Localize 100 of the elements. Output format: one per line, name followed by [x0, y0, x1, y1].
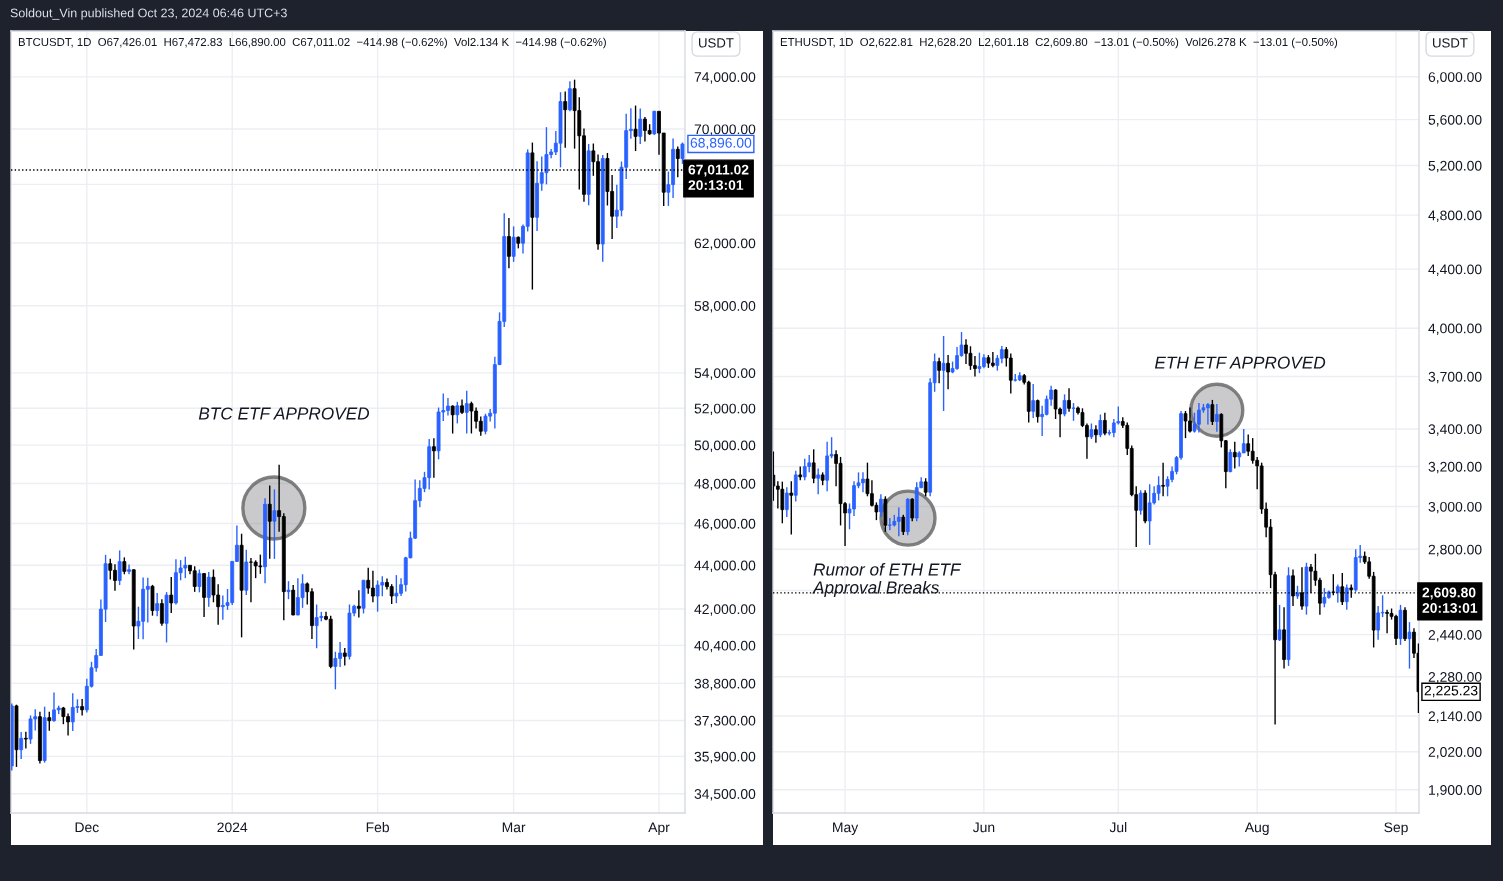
annotation: BTC ETF APPROVED	[198, 407, 370, 420]
candlestick	[375, 579, 380, 613]
candlestick	[773, 450, 776, 502]
annotation: 68,896.00	[690, 137, 752, 150]
candlestick	[567, 80, 572, 113]
candlestick	[887, 517, 892, 531]
x-tick-label: Mar	[502, 822, 526, 833]
x-tick-label: Feb	[366, 822, 389, 833]
y-tick-label: 4,400.00	[1428, 264, 1482, 276]
y-axis-title: USDT	[1433, 38, 1468, 48]
candlestick	[977, 351, 982, 374]
y-tick-label: 2,800.00	[1428, 544, 1482, 557]
candlestick	[910, 497, 915, 522]
candlestick	[879, 493, 883, 518]
y-tick-label: 5,600.00	[1428, 114, 1482, 127]
candlestick	[108, 558, 113, 581]
candlestick	[941, 335, 946, 412]
y-tick-label: 37,300.00	[694, 715, 756, 728]
candlestick	[389, 583, 394, 605]
y-tick-label: 52,000.00	[694, 403, 756, 416]
y-tick-label: 35,900.00	[694, 751, 756, 764]
candlestick	[1098, 413, 1103, 438]
candlestick	[197, 568, 202, 594]
y-tick-label: 74,000.00	[694, 72, 756, 84]
y-tick-label: 58,000.00	[694, 301, 756, 313]
candlestick	[117, 549, 122, 586]
candlestick	[155, 592, 160, 617]
candlestick	[789, 480, 794, 536]
y-tick-label: 38,800.00	[694, 678, 756, 691]
candlestick	[1147, 483, 1152, 546]
candlestick	[901, 514, 906, 536]
candlestick	[1008, 352, 1013, 395]
y-tick-label: 44,000.00	[694, 560, 756, 573]
y-tick-label: 5,200.00	[1428, 160, 1482, 173]
candlestick	[1407, 621, 1412, 670]
y-tick-label: 3,200.00	[1428, 461, 1482, 474]
x-tick-label: Sep	[1384, 822, 1408, 835]
candlestick	[1232, 441, 1237, 470]
candlestick	[780, 480, 785, 524]
annotation: Rumor of ETH ETF Approval Breaks	[812, 562, 962, 597]
y-tick-label: 42,000.00	[694, 604, 756, 616]
y-tick-label: 3,700.00	[1428, 371, 1482, 384]
candlestick	[1246, 433, 1251, 457]
text: BTCUSDT, 1D O67,426.01 H67,472.83 L66,890.00 C67,011.02 −414.98 (−0.62%) Vol2.134 K −414.98 (−0.62%)	[18, 37, 606, 49]
candlestick	[127, 563, 131, 575]
candlestick	[455, 401, 460, 425]
candlestick	[1156, 475, 1161, 502]
candlestick	[1138, 489, 1143, 516]
candlestick	[1067, 387, 1071, 413]
candlestick	[258, 553, 263, 575]
y-tick-label: 70,000.00	[694, 124, 756, 136]
y-tick-label: 2,140.00	[1428, 711, 1482, 723]
ref-line-label: 67,011.02 20:13:01	[688, 164, 749, 191]
y-tick-label: 1,900.00	[1429, 785, 1482, 797]
y-tick-label: 48,000.00	[694, 478, 756, 491]
y-tick-label: 3,000.00	[1428, 501, 1482, 514]
y-tick-label: 40,400.00	[694, 640, 756, 653]
candlestick	[464, 390, 469, 435]
candlestick	[1183, 410, 1188, 439]
annotation: 2,225.23	[1424, 685, 1478, 698]
candlestick	[544, 126, 549, 186]
candlestick	[145, 577, 150, 624]
candlestick	[267, 484, 272, 560]
candlestick	[314, 603, 319, 649]
text: Soldout_Vin published Oct 23, 2024 06:46 UTC+3	[10, 8, 287, 20]
candlestick	[192, 565, 197, 593]
text: ETHUSDT, 1D O2,622.81 H2,628.20 L2,601.18 C2,609.80 −13.01 (−0.50%) Vol26.278 K −13.01 (−0.50%)	[780, 37, 1338, 49]
candlestick	[394, 574, 399, 604]
candlestick	[28, 714, 33, 745]
y-tick-label: 50,000.00	[694, 440, 756, 452]
candlestick	[272, 488, 277, 560]
x-tick-label: 2024	[217, 822, 248, 833]
candlestick	[1241, 428, 1246, 454]
candlestick	[896, 506, 901, 537]
candlestick	[23, 731, 28, 750]
candlestick	[1062, 393, 1067, 418]
y-tick-label: 62,000.00	[694, 238, 756, 250]
y-tick-label: 34,500.00	[694, 789, 756, 801]
candlestick	[431, 437, 436, 479]
candlestick	[1103, 412, 1107, 437]
candlestick	[802, 458, 807, 481]
candlestick	[652, 110, 657, 136]
y-tick-label: 2,280.00	[1428, 672, 1482, 684]
candlestick	[19, 731, 24, 760]
x-tick-label: Aug	[1244, 822, 1269, 835]
candlestick	[816, 467, 821, 495]
x-tick-label: Dec	[75, 822, 99, 833]
candlestick	[47, 710, 52, 732]
y-tick-label: 54,000.00	[694, 368, 756, 380]
y-tick-label: 2,440.00	[1428, 629, 1482, 642]
candlestick	[1031, 383, 1036, 419]
candlestick	[159, 598, 164, 627]
candlestick	[1277, 604, 1282, 642]
x-tick-label: Jun	[972, 822, 995, 833]
y-tick-label: 2,020.00	[1428, 747, 1482, 759]
x-tick-label: Jul	[1109, 822, 1127, 833]
x-tick-label: Apr	[648, 822, 670, 835]
candlestick	[638, 107, 643, 145]
candlestick	[1215, 403, 1219, 433]
candlestick	[206, 571, 211, 608]
